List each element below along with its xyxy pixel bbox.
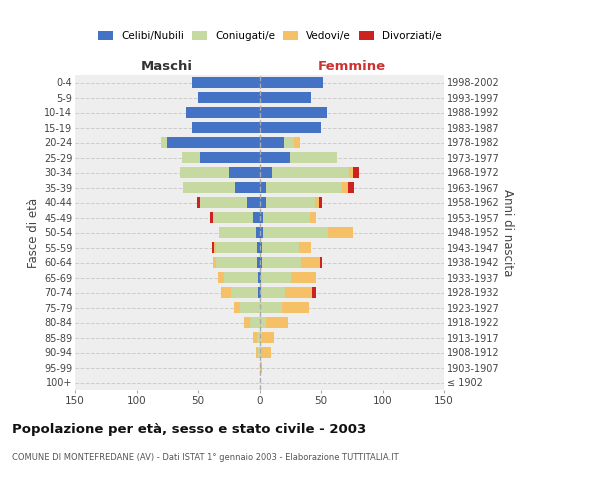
Text: Popolazione per età, sesso e stato civile - 2003: Popolazione per età, sesso e stato civil…: [12, 422, 366, 436]
Bar: [260, 212, 263, 223]
Bar: [261, 287, 286, 298]
Bar: [240, 302, 260, 313]
Bar: [266, 317, 288, 328]
Bar: [217, 257, 257, 268]
Bar: [198, 92, 260, 103]
Bar: [214, 242, 217, 253]
Bar: [210, 212, 213, 223]
Bar: [315, 197, 319, 208]
Y-axis label: Fasce di età: Fasce di età: [26, 198, 40, 268]
Bar: [262, 332, 274, 343]
Bar: [258, 272, 260, 283]
Bar: [320, 257, 322, 268]
Bar: [260, 152, 290, 163]
Bar: [183, 182, 235, 193]
Bar: [313, 287, 316, 298]
Bar: [250, 317, 260, 328]
Bar: [221, 287, 231, 298]
Bar: [260, 242, 262, 253]
Bar: [253, 332, 257, 343]
Bar: [260, 182, 266, 193]
Bar: [310, 212, 316, 223]
Bar: [328, 227, 353, 238]
Bar: [233, 302, 240, 313]
Bar: [186, 107, 260, 118]
Bar: [257, 242, 260, 253]
Text: Maschi: Maschi: [141, 60, 193, 72]
Bar: [260, 317, 266, 328]
Bar: [272, 167, 349, 178]
Bar: [299, 242, 311, 253]
Bar: [182, 152, 200, 163]
Bar: [319, 197, 322, 208]
Bar: [260, 347, 261, 358]
Bar: [260, 227, 263, 238]
Bar: [167, 137, 260, 148]
Bar: [263, 227, 328, 238]
Bar: [262, 242, 299, 253]
Bar: [260, 122, 321, 133]
Bar: [218, 272, 224, 283]
Bar: [260, 287, 261, 298]
Bar: [212, 242, 214, 253]
Bar: [213, 257, 217, 268]
Bar: [213, 212, 253, 223]
Bar: [348, 182, 354, 193]
Bar: [258, 287, 260, 298]
Bar: [292, 272, 316, 283]
Bar: [235, 182, 260, 193]
Bar: [260, 197, 266, 208]
Bar: [260, 137, 284, 148]
Bar: [244, 317, 250, 328]
Bar: [290, 152, 337, 163]
Bar: [200, 152, 260, 163]
Bar: [260, 167, 272, 178]
Bar: [260, 92, 311, 103]
Bar: [262, 257, 301, 268]
Bar: [200, 197, 247, 208]
Bar: [253, 212, 260, 223]
Bar: [192, 122, 260, 133]
Bar: [224, 272, 258, 283]
Bar: [294, 137, 300, 148]
Bar: [179, 167, 229, 178]
Bar: [192, 77, 260, 88]
Bar: [231, 287, 258, 298]
Bar: [353, 167, 359, 178]
Bar: [260, 332, 262, 343]
Bar: [284, 137, 294, 148]
Bar: [217, 242, 257, 253]
Bar: [342, 182, 348, 193]
Text: COMUNE DI MONTEFREDANE (AV) - Dati ISTAT 1° gennaio 2003 - Elaborazione TUTTITAL: COMUNE DI MONTEFREDANE (AV) - Dati ISTAT…: [12, 452, 398, 462]
Bar: [197, 197, 200, 208]
Bar: [258, 347, 260, 358]
Bar: [263, 212, 310, 223]
Bar: [260, 362, 262, 373]
Bar: [260, 107, 327, 118]
Bar: [256, 347, 258, 358]
Bar: [266, 197, 315, 208]
Bar: [260, 77, 323, 88]
Bar: [260, 272, 261, 283]
Bar: [260, 302, 281, 313]
Text: Femmine: Femmine: [317, 60, 386, 72]
Bar: [301, 257, 320, 268]
Y-axis label: Anni di nascita: Anni di nascita: [500, 189, 514, 276]
Bar: [247, 197, 260, 208]
Bar: [257, 332, 260, 343]
Bar: [256, 227, 260, 238]
Bar: [261, 347, 271, 358]
Bar: [286, 287, 313, 298]
Bar: [266, 182, 342, 193]
Bar: [260, 257, 262, 268]
Bar: [349, 167, 353, 178]
Bar: [219, 227, 256, 238]
Bar: [257, 257, 260, 268]
Bar: [161, 137, 167, 148]
Bar: [229, 167, 260, 178]
Bar: [261, 272, 292, 283]
Legend: Celibi/Nubili, Coniugati/e, Vedovi/e, Divorziati/e: Celibi/Nubili, Coniugati/e, Vedovi/e, Di…: [95, 28, 445, 44]
Bar: [281, 302, 309, 313]
